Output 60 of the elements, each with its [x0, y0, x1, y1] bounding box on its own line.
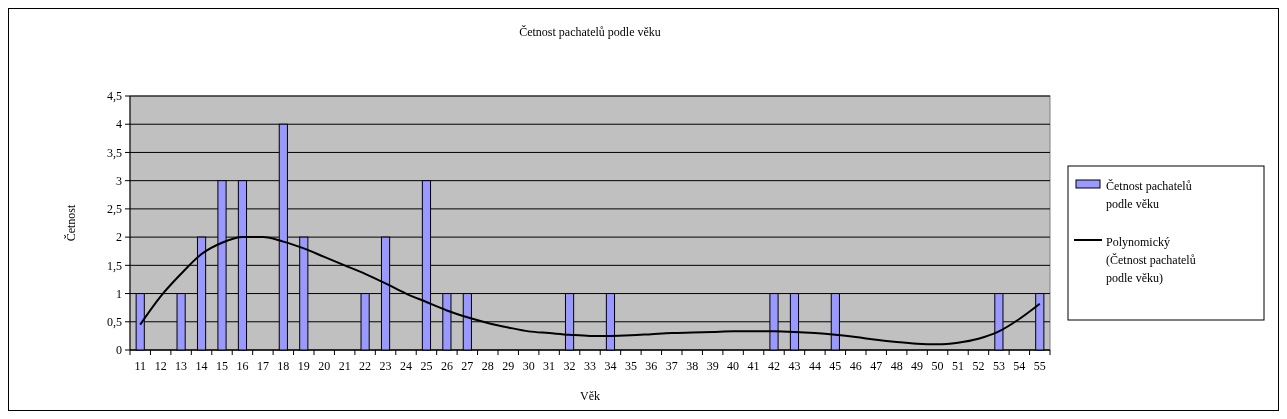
y-tick-label: 1,5	[107, 258, 122, 273]
x-tick-label: 29	[502, 359, 515, 373]
x-tick-label: 47	[870, 359, 883, 373]
x-tick-label: 21	[338, 359, 351, 373]
y-tick-label: 4,5	[107, 89, 122, 104]
x-tick-label: 41	[747, 359, 760, 373]
x-axis-title: Věk	[580, 389, 600, 403]
x-tick-label: 40	[727, 359, 740, 373]
y-tick-label: 4	[116, 117, 122, 132]
x-tick-label: 23	[379, 359, 392, 373]
x-tick-label: 34	[604, 359, 617, 373]
y-tick-label: 2,5	[107, 202, 122, 217]
x-tick-label: 30	[522, 359, 535, 373]
x-tick-label: 20	[318, 359, 331, 373]
x-tick-label: 27	[461, 359, 474, 373]
y-tick-label: 3,5	[107, 145, 122, 160]
x-tick-label: 31	[543, 359, 556, 373]
x-tick-label: 51	[952, 359, 964, 373]
x-tick-label: 54	[1013, 359, 1026, 373]
x-tick-label: 33	[584, 359, 596, 373]
x-tick-label: 22	[359, 359, 372, 373]
legend-label: Četnost pachatelů podle věku	[1106, 178, 1192, 211]
x-tick-label: 11	[134, 359, 146, 373]
x-tick-label: 45	[829, 359, 842, 373]
x-tick-label: 44	[808, 359, 821, 373]
y-tick-label: 0,5	[107, 314, 122, 329]
x-tick-label: 49	[911, 359, 924, 373]
y-tick-label: 1	[116, 286, 122, 301]
x-tick-label: 32	[563, 359, 576, 373]
chart-title: Četnost pachatelů podle věku	[519, 25, 661, 39]
x-tick-label: 43	[788, 359, 801, 373]
y-tick-label: 3	[116, 173, 122, 188]
x-tick-label: 25	[420, 359, 433, 373]
x-tick-label: 15	[216, 359, 228, 373]
x-tick-label: 13	[175, 359, 188, 373]
x-tick-label: 17	[256, 359, 269, 373]
x-tick-label: 42	[768, 359, 780, 373]
x-tick-label: 12	[154, 359, 167, 373]
x-tick-label: 39	[706, 359, 719, 373]
x-tick-label: 24	[400, 359, 412, 373]
x-tick-label: 46	[849, 359, 862, 373]
x-tick-label: 19	[297, 359, 310, 373]
x-tick-label: 55	[1033, 359, 1046, 373]
x-tick-label: 14	[195, 359, 208, 373]
y-tick-label: 2	[116, 230, 122, 245]
x-tick-label: 35	[624, 359, 637, 373]
y-axis-title: Četnost	[64, 204, 78, 242]
x-tick-label: 18	[277, 359, 290, 373]
x-tick-label: 38	[686, 359, 699, 373]
x-tick-label: 16	[236, 359, 249, 373]
x-tick-label: 48	[890, 359, 903, 373]
legend-label: Polynomický (Četnost pachatelů podle věku)	[1106, 234, 1196, 285]
x-tick-label: 28	[481, 359, 494, 373]
x-tick-label: 37	[665, 359, 678, 373]
x-tick-label: 50	[931, 359, 944, 373]
x-tick-label: 53	[992, 359, 1005, 373]
y-tick-label: 0	[116, 343, 122, 358]
x-tick-label: 52	[972, 359, 985, 373]
x-tick-label: 26	[440, 359, 453, 373]
x-tick-label: 36	[645, 359, 658, 373]
